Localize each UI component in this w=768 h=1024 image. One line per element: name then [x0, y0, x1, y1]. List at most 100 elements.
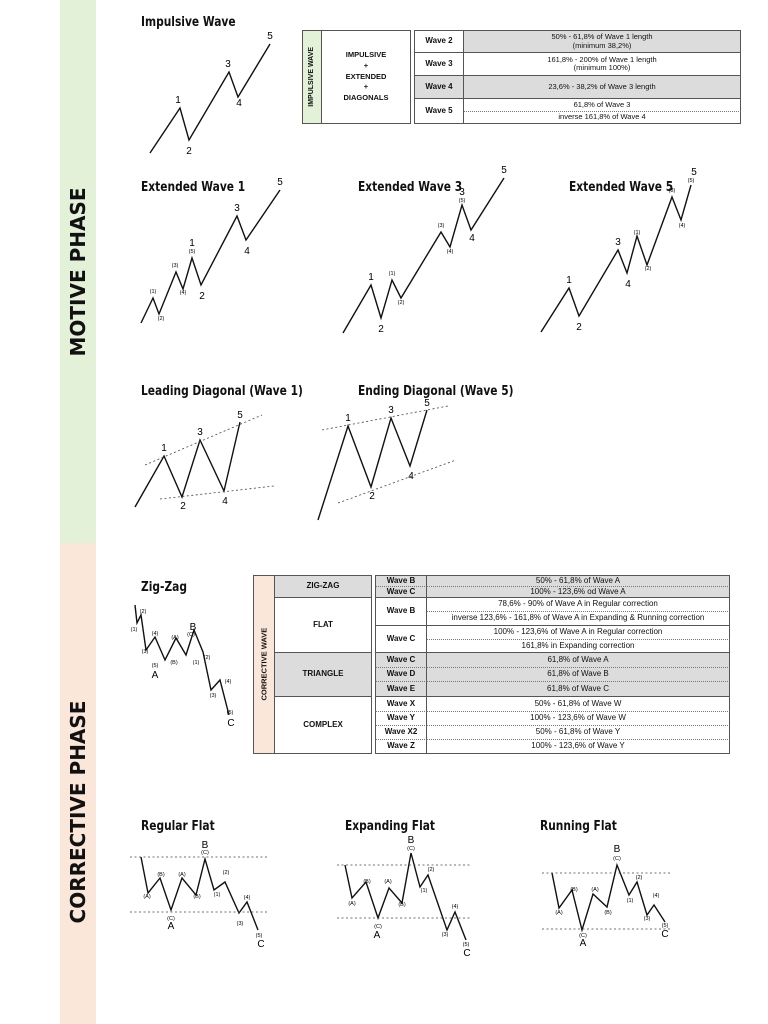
wave-label: A	[168, 921, 175, 932]
subwave-label: (5)	[227, 710, 234, 716]
rule-line: 50% - 61,8% of Wave 1 length	[551, 32, 653, 42]
wave-label: 1	[345, 413, 351, 424]
wave-label: 2	[576, 322, 582, 333]
subwave-label: (A)	[555, 910, 563, 916]
subwave-label: (2)	[636, 875, 643, 881]
wave-label: 4	[236, 98, 242, 109]
subwave-label: (1)	[131, 627, 138, 633]
extended-wave-1-labels: (1) (2) (3) (4) (5) 1 2 3 4 5	[150, 177, 284, 322]
corrective-rule: 50% - 61,8% of Wave W	[427, 697, 730, 712]
ending-diagonal-labels: 1 2 3 4 5	[345, 398, 430, 502]
type-line: IMPULSIVE	[345, 49, 387, 59]
running-flat-line	[551, 862, 666, 933]
guide-line	[337, 459, 457, 504]
wave-label: B	[190, 622, 197, 633]
corrective-wave: Wave E	[375, 682, 427, 697]
subwave-label: (A)	[143, 894, 151, 900]
rule-line: (minimum 100%)	[573, 63, 631, 72]
corrective-rule: inverse 123,6% - 161,8% of Wave A in Exp…	[427, 612, 730, 626]
subwave-label: (4)	[152, 631, 159, 637]
corrective-rule: 50% - 61,8% of Wave Y	[427, 726, 730, 740]
subwave-label: (C)	[201, 850, 209, 856]
subwave-label: (2)	[158, 316, 165, 322]
rule-line: 161,8% - 200% of Wave 1 length	[547, 54, 657, 64]
wave-label: 3	[388, 405, 394, 416]
extended-wave-5-line	[540, 184, 692, 333]
subwave-label: (B)	[604, 910, 612, 916]
guide-line	[144, 414, 263, 466]
impulsive-wave-title: Impulsive Wave	[141, 15, 236, 30]
subwave-label: (4)	[447, 249, 454, 255]
wave-label: 3	[615, 237, 621, 248]
corrective-wave: Wave C	[375, 626, 427, 653]
corrective-wave: Wave Z	[375, 740, 427, 754]
group-flat: FLAT	[275, 598, 372, 653]
guide-line	[321, 405, 449, 431]
subwave-label: (B)	[170, 660, 178, 666]
subwave-label: (C)	[407, 846, 415, 852]
type-line: +	[363, 82, 369, 92]
wave-label: 3	[234, 203, 240, 214]
regular-flat-line	[140, 856, 259, 931]
corrective-wave: Wave D	[375, 668, 427, 682]
wave-label: A	[152, 670, 159, 681]
wave-label: 2	[378, 324, 384, 335]
subwave-label: (5)	[662, 923, 669, 929]
wave-label: 4	[222, 496, 228, 507]
motive-phase-band	[60, 0, 96, 543]
subwave-label: (5)	[189, 249, 196, 255]
running-flat-labels: (A) (B) (C) A (A) (B) (C) B (1) (2) (3) …	[555, 844, 668, 949]
subwave-label: (B)	[570, 887, 578, 893]
wave-label: B	[614, 844, 621, 855]
subwave-label: (B)	[398, 902, 406, 908]
impulse-row-rule: inverse 161,8% of Wave 4	[464, 112, 741, 124]
subwave-label: (3)	[644, 916, 651, 922]
ending-diagonal-title: Ending Diagonal (Wave 5)	[358, 384, 514, 399]
subwave-label: (1)	[634, 230, 641, 236]
subwave-label: (2)	[645, 266, 652, 272]
extended-wave-3-labels: 1 2 (1) (2) (3) (4) (5) 3 4 5	[368, 165, 507, 335]
leading-diagonal-title: Leading Diagonal (Wave 1)	[141, 384, 303, 399]
wave-label: A	[374, 930, 381, 941]
corrective-rule: 50% - 61,8% of Wave A	[427, 575, 730, 587]
extended-wave-3-line	[342, 177, 505, 334]
corrective-rule: 61,8% of Wave C	[427, 682, 730, 697]
wave-label: C	[257, 939, 264, 950]
wave-label: 4	[244, 246, 250, 257]
impulse-row-rule: 61,8% of Wave 3	[464, 99, 741, 112]
wave-label: B	[202, 840, 209, 851]
subwave-label: (3)	[172, 263, 179, 269]
subwave-label: (1)	[389, 271, 396, 277]
impulsive-wave-line	[149, 43, 271, 154]
type-line: +	[363, 60, 369, 70]
extended-wave-5-labels: 1 2 3 4 (1) (2) (3) (4) (5) 5	[566, 167, 697, 333]
subwave-label: (A)	[591, 887, 599, 893]
subwave-label: (4)	[653, 893, 660, 899]
leading-diagonal-line	[134, 421, 241, 508]
corrective-rule: 100% - 123,6% of Wave Y	[427, 740, 730, 754]
subwave-label: (C)	[187, 632, 195, 638]
wave-label: 5	[501, 165, 507, 176]
guide-lines	[130, 405, 670, 930]
corrective-rule: 61,8% of Wave B	[427, 668, 730, 682]
wave-label: 3	[225, 59, 231, 70]
corrective-rule: 100% - 123,6% od Wave A	[427, 587, 730, 598]
corrective-table-side: CORRECTIVE WAVE	[253, 575, 275, 754]
impulse-table-side: IMPULSIVE WAVE	[302, 30, 322, 124]
guide-line	[159, 485, 275, 500]
type-line: EXTENDED	[345, 71, 387, 81]
impulse-row-wave: Wave 4	[414, 76, 464, 99]
subwave-label: (4)	[679, 223, 686, 229]
wave-label: 1	[566, 275, 572, 286]
leading-diagonal-labels: 1 2 3 4 5	[161, 410, 243, 512]
subwave-label: (4)	[225, 679, 232, 685]
subwave-label: (C)	[579, 933, 587, 939]
subwave-label: (5)	[688, 178, 695, 184]
wave-label: 5	[267, 31, 273, 42]
subwave-label: (4)	[452, 904, 459, 910]
wave-label: C	[227, 718, 234, 729]
wave-label: A	[580, 938, 587, 949]
rule-line: (minimum 38,2%)	[572, 40, 632, 50]
group-triangle: TRIANGLE	[275, 653, 372, 697]
impulse-type-cell: IMPULSIVE + EXTENDED + DIAGONALS	[322, 30, 411, 124]
